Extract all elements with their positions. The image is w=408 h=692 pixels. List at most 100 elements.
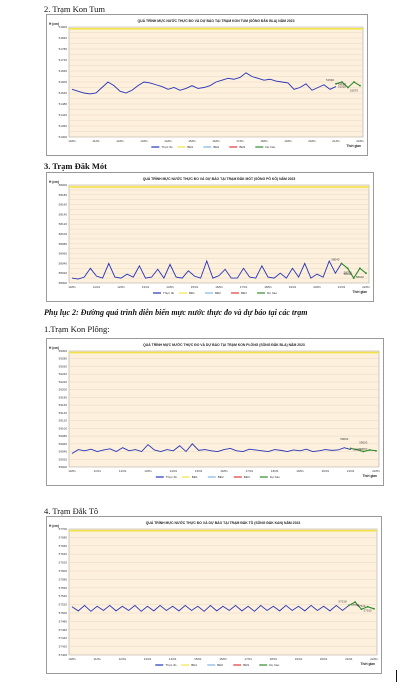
- chart-title: QUÁ TRÌNH MỰC NƯỚC THỰC ĐO VÀ DỰ BÁO TẠI…: [138, 18, 295, 23]
- y-tick-label: 59180: [59, 395, 68, 399]
- x-tick-label: 13/01: [144, 657, 152, 661]
- y-tick-label: 51900: [59, 25, 68, 29]
- x-tick-label: 20/01: [313, 285, 321, 289]
- y-tick-label: 58020: [59, 271, 68, 275]
- legend-bd3: BĐ3: [239, 145, 245, 149]
- x-tick-label: 12/01: [117, 285, 125, 289]
- appendix-caption: Phụ lục 2: Đường quá trình diễn biến mực…: [44, 308, 308, 317]
- y-tick-label: 57540: [59, 594, 68, 598]
- y-tick-label: 59100: [59, 426, 68, 430]
- y-tick-label: 51420: [59, 113, 68, 117]
- data-label: 59062: [340, 437, 348, 441]
- series-observed: [71, 72, 337, 95]
- x-tick-label: 20/01: [308, 139, 316, 143]
- chart-title: QUÁ TRÌNH MỰC NƯỚC THỰC ĐO VÀ DỰ BÁO TẠI…: [143, 176, 296, 181]
- legend-bd1: BĐ1: [189, 291, 195, 295]
- forecast-point: [356, 448, 358, 451]
- x-tick-label: 17/01: [246, 469, 254, 473]
- x-tick-label: 19/01: [284, 139, 292, 143]
- data-label: 57526: [357, 604, 365, 608]
- chart-kon-tum: QUÁ TRÌNH MỰC NƯỚC THỰC ĐO VÀ DỰ BÁO TẠI…: [46, 14, 368, 156]
- y-tick-label: 51480: [59, 102, 68, 106]
- forecast-point: [341, 81, 343, 83]
- data-label: 58020: [356, 275, 364, 279]
- x-tick-label: 14/01: [170, 469, 178, 473]
- y-tick-label: 57460: [59, 628, 68, 632]
- y-tick-label: 59160: [59, 403, 68, 407]
- heading-kon-plong: 1.Trạm Kon Plông:: [44, 324, 110, 334]
- plot-area: [68, 528, 378, 656]
- x-tick-label: 10/01: [68, 657, 76, 661]
- y-tick-label: 57680: [59, 535, 68, 539]
- legend-forecast: Dự báo: [265, 145, 275, 149]
- data-label: 51610: [338, 82, 346, 86]
- y-axis-label: H (cm): [49, 180, 59, 184]
- x-axis-label: Thời gian: [347, 144, 362, 148]
- forecast-point: [366, 605, 369, 608]
- x-tick-label: 22/01: [372, 469, 380, 473]
- forecast-point: [349, 447, 352, 450]
- x-tick-label: 10/01: [68, 285, 76, 289]
- data-label: 58040: [331, 257, 339, 261]
- x-tick-label: 12/01: [119, 469, 127, 473]
- forecast-point: [359, 84, 361, 87]
- y-tick-label: 57700: [59, 527, 68, 531]
- y-tick-label: 57580: [59, 577, 68, 581]
- y-tick-label: 59220: [59, 380, 68, 384]
- chart-kon-tum-svg: QUÁ TRÌNH MỰC NƯỚC THỰC ĐO VÀ DỰ BÁO TẠI…: [49, 18, 364, 149]
- data-label: 51590: [326, 78, 334, 82]
- y-tick-label: 51780: [59, 47, 68, 51]
- x-tick-label: 21/01: [345, 657, 353, 661]
- forecast-point: [347, 604, 350, 607]
- forecast-point: [352, 277, 355, 279]
- x-tick-label: 20/01: [320, 657, 328, 661]
- legend-bd3: BĐ3: [244, 475, 250, 479]
- y-tick-label: 59280: [59, 357, 68, 361]
- data-label: 58030: [344, 270, 352, 274]
- forecast-point: [368, 449, 371, 451]
- y-tick-label: 51600: [59, 80, 68, 84]
- y-tick-label: 59260: [59, 364, 68, 368]
- forecast-point: [354, 601, 357, 603]
- x-tick-label: 20/01: [322, 469, 330, 473]
- chart-dak-mot-svg: QUÁ TRÌNH MỰC NƯỚC THỰC ĐO VÀ DỰ BÁO TẠI…: [49, 176, 370, 295]
- y-tick-label: 57520: [59, 603, 68, 607]
- x-tick-label: 21/01: [332, 139, 340, 143]
- x-axis-label: Thời gian: [353, 290, 368, 294]
- y-tick-label: 57500: [59, 611, 68, 615]
- x-tick-label: 15/01: [194, 657, 202, 661]
- heading-dak-mot: 3. Trạm Đăk Mót: [44, 161, 107, 171]
- series-observed: [71, 604, 350, 612]
- chart-title: QUÁ TRÌNH MỰC NƯỚC THỰC ĐO VÀ DỰ BÁO TẠI…: [143, 342, 305, 347]
- forecast-point: [346, 267, 349, 270]
- legend-bd1: BĐ1: [192, 475, 198, 479]
- legend-forecast: Dự báo: [267, 291, 277, 295]
- forecast-point: [365, 272, 367, 275]
- x-tick-label: 13/01: [140, 139, 148, 143]
- heading-dak-to: 4. Trạm Đắk Tô: [44, 506, 99, 516]
- forecast-point: [373, 607, 375, 610]
- y-tick-label: 57400: [59, 653, 68, 657]
- y-tick-label: 58060: [59, 252, 68, 256]
- x-tick-label: 10/01: [68, 469, 76, 473]
- x-tick-label: 18/01: [271, 469, 279, 473]
- y-tick-label: 58100: [59, 232, 68, 236]
- x-tick-label: 11/01: [94, 469, 102, 473]
- data-label: 51575: [350, 89, 358, 93]
- y-tick-label: 59040: [59, 450, 68, 454]
- x-tick-label: 14/01: [169, 657, 177, 661]
- forecast-point: [353, 81, 355, 83]
- y-axis-label: H (cm): [49, 524, 59, 528]
- forecast-point: [340, 262, 343, 265]
- y-tick-label: 58140: [59, 212, 68, 216]
- plot-area: [68, 350, 380, 468]
- y-tick-label: 57660: [59, 544, 68, 548]
- y-tick-label: 59200: [59, 388, 68, 392]
- x-tick-label: 13/01: [142, 285, 150, 289]
- y-tick-label: 58160: [59, 203, 68, 207]
- y-tick-label: 57640: [59, 552, 68, 556]
- legend-bd2: BĐ2: [218, 475, 224, 479]
- legend-bd3: BĐ3: [243, 663, 249, 667]
- legend-bd3: BĐ3: [241, 291, 247, 295]
- x-tick-label: 19/01: [296, 469, 304, 473]
